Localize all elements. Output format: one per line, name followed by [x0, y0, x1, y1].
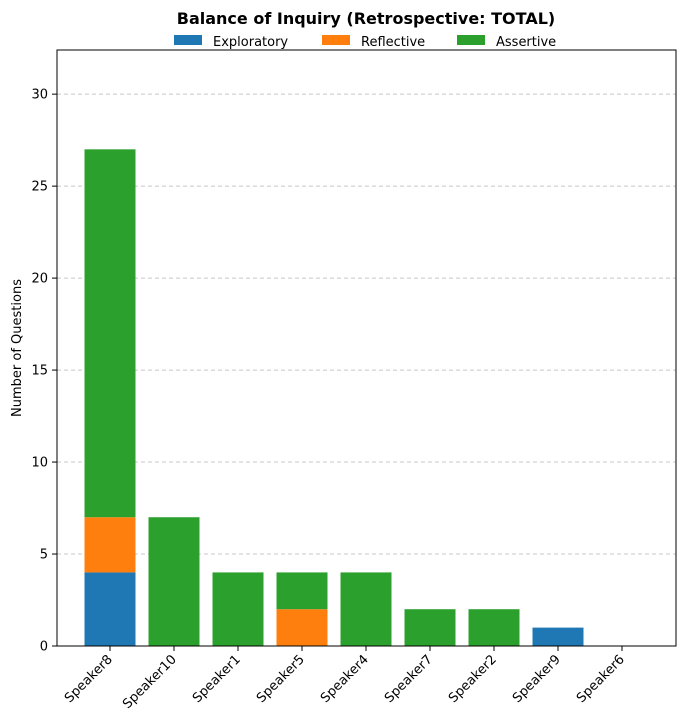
bar-assertive-speaker2: [468, 609, 520, 646]
y-tick-label: 10: [31, 456, 48, 471]
bars: [84, 149, 584, 646]
x-tick-label: Speaker1: [190, 652, 244, 706]
x-tick-label: Speaker6: [574, 652, 628, 706]
legend-swatch-reflective: [322, 35, 350, 45]
grid-lines: [57, 93, 676, 555]
y-axis-label: Number of Questions: [10, 279, 25, 417]
y-tick-label: 0: [40, 640, 48, 655]
y-tick-label: 25: [31, 180, 48, 195]
legend-swatch-exploratory: [174, 35, 202, 45]
y-axis: 0 5 10 15 20 25 30: [31, 88, 57, 655]
bar-assertive-speaker8: [84, 149, 136, 518]
x-tick-label: Speaker2: [446, 652, 500, 706]
bar-reflective-speaker5: [276, 609, 328, 646]
x-tick-label: Speaker4: [318, 652, 372, 706]
bar-assertive-speaker5: [276, 572, 328, 610]
x-tick-label: Speaker9: [510, 652, 564, 706]
legend-label-assertive: Assertive: [496, 35, 556, 50]
y-tick-label: 5: [40, 548, 48, 563]
bar-exploratory-speaker9: [532, 627, 584, 646]
legend-label-exploratory: Exploratory: [213, 35, 288, 50]
x-axis: Speaker8 Speaker10 Speaker1 Speaker5 Speaker…: [62, 646, 628, 712]
bar-assertive-speaker4: [340, 572, 392, 646]
x-tick-label: Speaker8: [62, 652, 116, 706]
bar-assertive-speaker7: [404, 609, 456, 646]
bar-exploratory-speaker8: [84, 572, 136, 646]
bar-assertive-speaker10: [148, 517, 200, 646]
x-tick-label: Speaker5: [254, 652, 308, 706]
legend-swatch-assertive: [457, 35, 485, 45]
bar-reflective-speaker8: [84, 517, 136, 573]
y-tick-label: 15: [31, 364, 48, 379]
y-tick-label: 20: [31, 272, 48, 287]
x-tick-label: Speaker10: [120, 652, 180, 712]
x-tick-label: Speaker7: [382, 652, 436, 706]
y-tick-label: 30: [31, 88, 48, 103]
legend-label-reflective: Reflective: [361, 35, 425, 50]
bar-assertive-speaker1: [212, 572, 264, 646]
chart-title: Balance of Inquiry (Retrospective: TOTAL…: [177, 9, 555, 28]
legend: Exploratory Reflective Assertive: [174, 35, 556, 50]
